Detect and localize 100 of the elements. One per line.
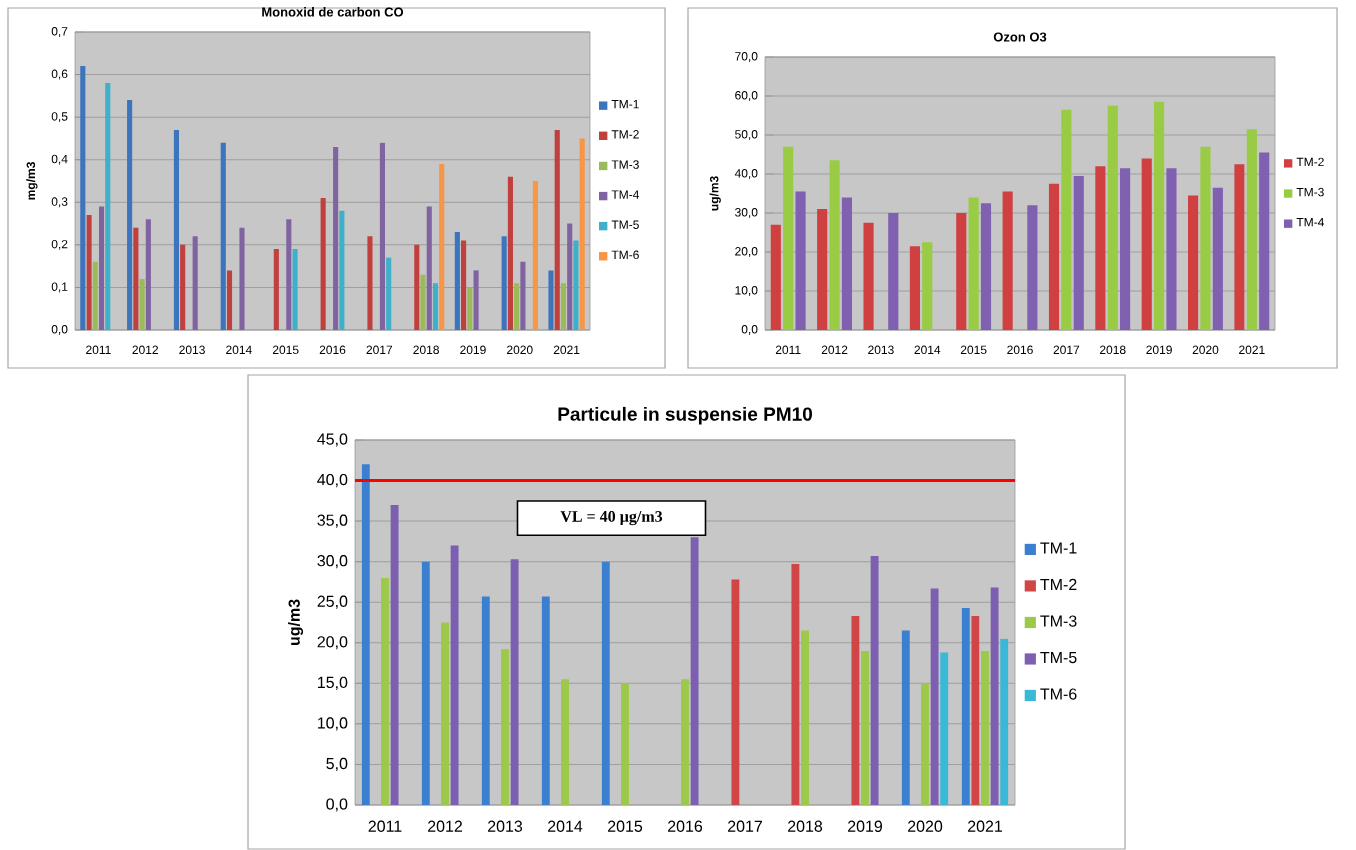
bar [841,197,852,330]
y-tick-label: 35,0 [317,514,348,528]
bar [791,564,800,805]
bar [1259,152,1270,330]
y-tick-label: 15,0 [318,676,348,690]
bar [180,244,186,330]
bar [139,278,145,330]
x-tick-label: 2018 [413,345,439,355]
legend-label: TM-2 [1040,578,1077,590]
bar [1212,187,1223,330]
bar [567,223,573,330]
bar [379,142,385,330]
bar [414,244,420,330]
bar [690,537,699,805]
bar [770,224,781,330]
bar [956,212,967,330]
bar [105,83,111,330]
bar [441,622,449,805]
bar [192,236,198,330]
x-tick-label: 2015 [960,345,987,355]
bar [1200,146,1211,330]
ref-line-label: VL = 40 µg/m3 [560,511,663,526]
bar [239,227,245,330]
bar [870,555,879,805]
legend-label: TM-3 [1040,615,1077,627]
x-tick-label: 2012 [821,345,848,355]
x-tick-label: 2014 [914,345,941,355]
x-tick-label: 2018 [1099,345,1126,355]
bar [1234,164,1245,330]
y-tick-label: 5,0 [326,757,348,772]
bar [320,198,326,330]
bar [333,146,339,330]
bar [426,206,432,330]
y-tick-label: 0,0 [741,325,758,335]
bar [579,138,585,330]
y-axis-title: ug/m3 [288,599,304,646]
bar [801,630,809,805]
legend-label: TM-4 [1296,218,1325,227]
bar [783,146,794,330]
bar [861,650,869,805]
bar [561,679,569,805]
bar [390,504,399,805]
y-tick-label: 40,0 [317,473,348,488]
bar [501,236,507,330]
bar [450,545,459,805]
bar [1120,168,1131,330]
bar [381,577,389,805]
bar [817,209,828,330]
y-tick-label: 30,0 [735,208,758,218]
bar [1141,158,1152,330]
x-tick-label: 2011 [775,345,801,355]
bar [339,210,345,330]
bar [421,561,430,805]
bar [80,66,86,330]
chart-title: Monoxid de carbon CO [262,7,404,17]
y-tick-label: 45,0 [317,433,348,447]
bar [98,206,105,330]
bar [901,630,910,805]
x-tick-label: 2013 [868,345,894,355]
legend-label: TM-5 [1040,651,1077,664]
y-axis-title: ug/m3 [709,176,721,211]
y-tick-label: 10,0 [318,717,348,731]
bar [481,596,490,805]
x-tick-label: 2020 [908,820,943,832]
legend-label: TM-2 [611,130,639,139]
chart-title: Particule in suspensie PM10 [558,406,812,425]
y-tick-label: 50,0 [735,130,758,140]
bar [961,607,970,805]
bar [501,649,509,805]
legend-label: TM-2 [1296,157,1324,167]
legend-label: TM-3 [1296,187,1324,197]
bar [968,197,979,330]
bar [541,596,550,805]
y-tick-label: 25,0 [317,595,348,609]
y-tick-label: 40,0 [734,169,758,179]
bar [1061,109,1072,330]
legend-label: TM-1 [611,100,639,109]
bar [1027,205,1038,330]
y-tick-label: 20,0 [735,247,758,257]
y-tick-label: 0,6 [51,69,68,80]
chart-title: Ozon O3 [993,32,1047,42]
legend-label: TM-6 [1040,688,1077,700]
bar [133,227,139,330]
bar [1000,638,1009,805]
bar [361,464,370,805]
x-tick-label: 2021 [968,820,1003,832]
legend-label: TM-4 [611,190,640,199]
bar [86,215,92,330]
bar [971,616,980,805]
y-tick-label: 60,0 [735,91,758,101]
x-tick-label: 2011 [368,820,402,832]
bar [573,240,579,330]
bar [432,283,439,330]
x-tick-label: 2012 [132,345,158,355]
bar [439,163,445,330]
y-tick-label: 0,0 [51,325,68,335]
bar [1073,175,1084,330]
bar [473,270,479,330]
x-tick-label: 2019 [848,820,883,832]
y-tick-label: 0,0 [326,798,348,812]
